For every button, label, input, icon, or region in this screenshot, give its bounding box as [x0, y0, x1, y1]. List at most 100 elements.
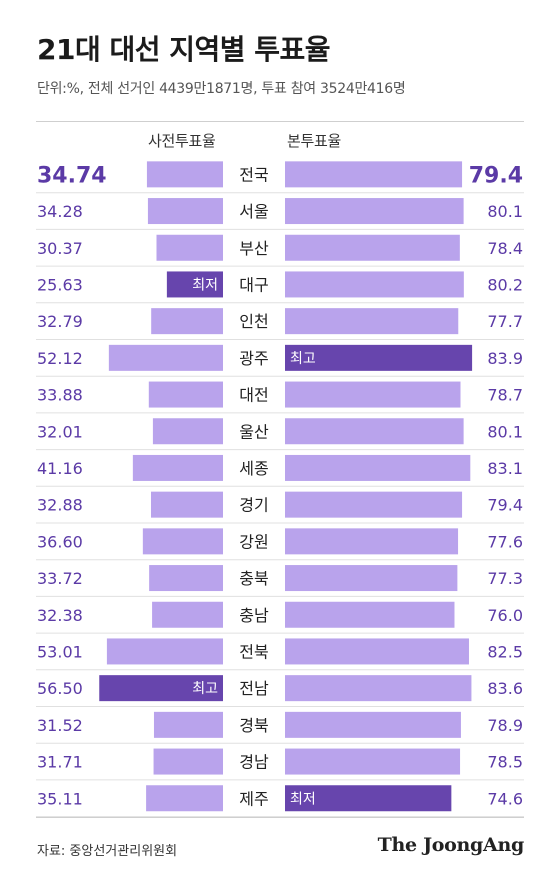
main-vote-annotation: 최저: [290, 791, 316, 807]
main-vote-value: 82.5: [487, 642, 523, 661]
main-vote-bar: [285, 161, 463, 188]
main-vote-bar: [285, 344, 473, 371]
main-vote-bar: [285, 785, 452, 812]
region-label: 울산: [239, 422, 269, 441]
early-vote-bar: [149, 565, 223, 592]
main-vote-bar: [285, 638, 469, 665]
main-vote-value: 83.1: [487, 459, 523, 478]
early-vote-value: 56.50: [37, 679, 83, 698]
early-vote-bar: [148, 381, 223, 408]
early-vote-bar: [150, 491, 223, 518]
early-vote-value: 52.12: [37, 349, 83, 368]
early-vote-value: 32.79: [37, 312, 83, 331]
main-vote-value: 83.6: [487, 679, 523, 698]
main-vote-value: 74.6: [487, 789, 523, 808]
early-vote-value: 32.01: [37, 422, 83, 441]
region-label: 제주: [239, 789, 268, 808]
early-vote-value: 32.88: [37, 496, 83, 515]
main-vote-value: 77.7: [487, 312, 523, 331]
early-vote-value: 31.52: [37, 716, 83, 735]
early-vote-bar: [166, 271, 223, 298]
chart-subtitle: 단위:%, 전체 선거인 4439만1871명, 투표 참여 3524만416명: [37, 81, 406, 97]
early-vote-value: 35.11: [37, 789, 83, 808]
early-vote-value: 25.63: [37, 275, 83, 294]
chart-title: 21대 대선 지역별 투표율: [37, 33, 331, 66]
early-vote-value: 34.28: [37, 202, 83, 221]
main-vote-bar: [285, 454, 471, 481]
main-vote-annotation: 최고: [290, 351, 316, 367]
main-vote-value: 77.3: [487, 569, 523, 588]
region-label: 세종: [239, 459, 268, 478]
region-label: 서울: [239, 202, 268, 221]
main-vote-value: 80.2: [487, 275, 523, 294]
region-label: 인천: [239, 312, 268, 331]
main-vote-bar: [285, 675, 472, 702]
early-vote-value: 33.88: [37, 386, 83, 405]
early-vote-bar: [99, 675, 223, 702]
early-vote-value: 31.71: [37, 753, 83, 772]
early-vote-bar: [147, 198, 223, 225]
main-vote-bar: [285, 711, 461, 738]
region-label: 충북: [239, 569, 268, 588]
main-vote-value: 83.9: [487, 349, 523, 368]
footer-divider: [36, 817, 524, 818]
main-vote-bar: [285, 381, 461, 408]
main-vote-bar: [285, 528, 459, 555]
early-vote-bar: [146, 785, 223, 812]
early-vote-bar: [132, 454, 223, 481]
early-vote-bar: [153, 748, 223, 775]
region-label: 충남: [239, 606, 269, 625]
main-vote-value: 79.4: [469, 163, 523, 188]
main-vote-bar: [285, 601, 455, 628]
main-vote-value: 78.4: [487, 239, 523, 258]
main-vote-value: 80.1: [487, 202, 523, 221]
main-vote-value: 78.5: [487, 753, 523, 772]
early-vote-annotation: 최고: [192, 681, 218, 697]
early-vote-value: 34.74: [37, 163, 107, 188]
main-vote-bar: [285, 234, 460, 261]
early-vote-annotation: 최저: [192, 277, 218, 293]
main-vote-value: 78.7: [487, 386, 523, 405]
main-vote-value: 76.0: [487, 606, 523, 625]
region-label: 경기: [239, 496, 268, 515]
early-vote-bar: [156, 234, 223, 261]
region-label: 전남: [239, 679, 269, 698]
main-vote-bar: [285, 748, 461, 775]
early-vote-bar: [142, 528, 223, 555]
region-label: 전북: [239, 642, 268, 661]
region-label: 강원: [239, 532, 268, 551]
region-label: 대전: [239, 386, 268, 405]
early-vote-value: 53.01: [37, 642, 83, 661]
early-vote-value: 33.72: [37, 569, 83, 588]
source-note: 자료: 중앙선거관리위원회: [37, 844, 178, 859]
early-vote-value: 41.16: [37, 459, 83, 478]
main-vote-column-header: 본투표율: [287, 132, 342, 150]
early-vote-bar: [106, 638, 223, 665]
region-label: 대구: [239, 275, 268, 294]
region-label: 전국: [239, 165, 268, 184]
main-vote-bar: [285, 198, 464, 225]
header-top-divider: [36, 121, 524, 122]
main-vote-bar: [285, 308, 459, 335]
main-vote-value: 80.1: [487, 422, 523, 441]
early-vote-value: 36.60: [37, 532, 83, 551]
early-vote-bar: [152, 418, 223, 445]
main-vote-bar: [285, 491, 463, 518]
early-vote-bar: [146, 161, 223, 188]
main-vote-value: 77.6: [487, 532, 523, 551]
early-vote-column-header: 사전투표율: [148, 132, 216, 150]
main-vote-bar: [285, 565, 458, 592]
early-vote-bar: [108, 344, 223, 371]
main-vote-bar: [285, 271, 464, 298]
main-vote-value: 78.9: [487, 716, 523, 735]
main-vote-bar: [285, 418, 464, 445]
early-vote-value: 32.38: [37, 606, 83, 625]
region-label: 광주: [239, 349, 268, 368]
early-vote-value: 30.37: [37, 239, 83, 258]
early-vote-bar: [153, 711, 223, 738]
main-vote-value: 79.4: [487, 496, 523, 515]
region-label: 경남: [239, 753, 269, 772]
brand-logo: The JoongAng: [377, 834, 525, 856]
early-vote-bar: [152, 601, 223, 628]
